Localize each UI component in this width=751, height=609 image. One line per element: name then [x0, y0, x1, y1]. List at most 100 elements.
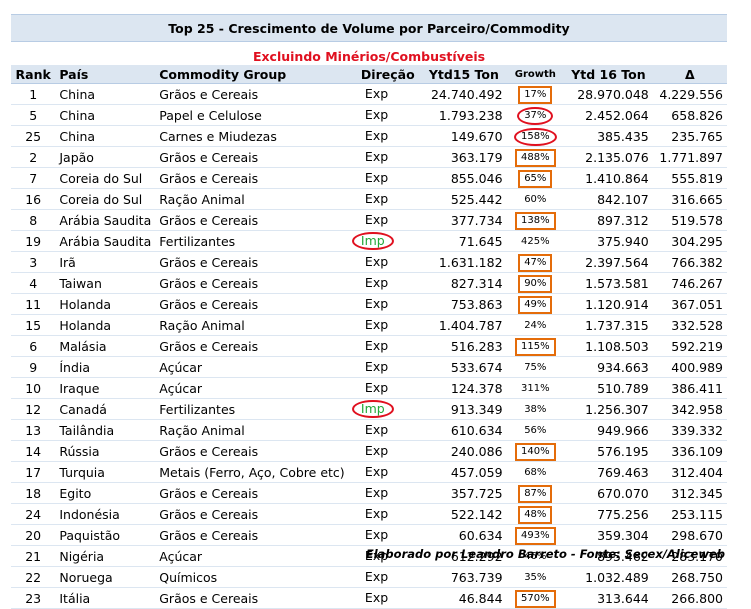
- cell-ytd16: 934.663: [564, 356, 653, 378]
- cell-pais: China: [55, 83, 156, 105]
- cell-growth: 158%: [506, 125, 565, 147]
- cell-rank: 10: [11, 377, 56, 399]
- direcao-value: Exp: [364, 422, 389, 437]
- cell-pais: Itália: [55, 587, 156, 609]
- cell-delta: 367.051: [652, 293, 727, 315]
- cell-rank: 11: [11, 293, 56, 315]
- cell-rank: 13: [11, 419, 56, 441]
- cell-rank: 21: [11, 545, 56, 567]
- growth-value: 425%: [521, 236, 550, 247]
- cell-delta: 316.665: [652, 188, 727, 210]
- direcao-value: Exp: [364, 569, 389, 584]
- cell-ytd16: 1.256.307: [564, 398, 653, 420]
- cell-pais: Egito: [55, 482, 156, 504]
- cell-commodity: Papel e Celulose: [155, 104, 357, 126]
- cell-growth: 37%: [506, 104, 565, 126]
- cell-pais: Rússia: [55, 440, 156, 462]
- cell-pais: China: [55, 125, 156, 147]
- cell-ytd15: 522.142: [421, 503, 507, 525]
- cell-rank: 19: [11, 230, 56, 252]
- cell-ytd15: 1.631.182: [421, 251, 507, 273]
- cell-ytd16: 359.304: [564, 524, 653, 546]
- cell-delta: 519.578: [652, 209, 727, 231]
- cell-rank: 9: [11, 356, 56, 378]
- cell-rank: 4: [11, 272, 56, 294]
- header-pais: País: [55, 65, 156, 84]
- cell-ytd15: 124.378: [421, 377, 507, 399]
- direcao-value: Exp: [364, 254, 389, 269]
- table-row: 13 Tailândia Ração Animal Exp 610.634 56% 949.…: [11, 419, 727, 441]
- cell-pais: Japão: [55, 146, 156, 168]
- cell-delta: 400.989: [652, 356, 727, 378]
- direcao-value: Exp: [364, 443, 389, 458]
- table-row: 9 Índia Açúcar Exp 533.674 75% 934.663 400.989: [11, 356, 727, 378]
- cell-direcao: Exp: [356, 188, 422, 210]
- cell-commodity: Grãos e Cereais: [155, 167, 357, 189]
- cell-direcao: Exp: [356, 314, 422, 336]
- cell-pais: Irã: [55, 251, 156, 273]
- header-commodity: Commodity Group: [155, 65, 357, 84]
- table-row: 2 Japão Grãos e Cereais Exp 363.179 488% 2.135…: [11, 146, 727, 168]
- table-row: 15 Holanda Ração Animal Exp 1.404.787 24% 1.73…: [11, 314, 727, 336]
- direcao-value: Exp: [364, 338, 389, 353]
- direcao-value: Exp: [364, 590, 389, 605]
- cell-ytd15: 357.725: [421, 482, 507, 504]
- cell-growth: 65%: [506, 167, 565, 189]
- cell-commodity: Fertilizantes: [155, 398, 357, 420]
- cell-growth: 17%: [506, 83, 565, 105]
- cell-ytd15: 1.793.238: [421, 104, 507, 126]
- cell-commodity: Grãos e Cereais: [155, 209, 357, 231]
- cell-delta: 555.819: [652, 167, 727, 189]
- cell-delta: 766.382: [652, 251, 727, 273]
- cell-growth: 24%: [506, 314, 565, 336]
- cell-delta: 592.219: [652, 335, 727, 357]
- table-row: 8 Arábia Saudita Grãos e Cereais Exp 377.734…: [11, 209, 727, 231]
- direcao-value: Exp: [364, 548, 389, 563]
- report-subtitle: Excluindo Minérios/Combustíveis: [252, 49, 486, 64]
- table-row: 1 China Grãos e Cereais Exp 24.740.492 17% 28.…: [11, 83, 727, 105]
- cell-delta: 312.345: [652, 482, 727, 504]
- cell-ytd16: 28.970.048: [564, 83, 653, 105]
- cell-delta: 658.826: [652, 104, 727, 126]
- cell-commodity: Ração Animal: [155, 188, 357, 210]
- cell-growth: 48%: [506, 503, 565, 525]
- cell-commodity: Fertilizantes: [155, 230, 357, 252]
- cell-growth: 56%: [506, 419, 565, 441]
- table-row: 14 Rússia Grãos e Cereais Exp 240.086 140% 576…: [11, 440, 727, 462]
- direcao-value: Exp: [364, 191, 389, 206]
- cell-ytd15: 610.634: [421, 419, 507, 441]
- cell-direcao: Exp: [356, 272, 422, 294]
- cell-growth: 115%: [506, 335, 565, 357]
- cell-pais: China: [55, 104, 156, 126]
- growth-value: 49%: [518, 296, 553, 314]
- cell-pais: Taiwan: [55, 272, 156, 294]
- cell-commodity: Açúcar: [155, 545, 357, 567]
- growth-value: 24%: [524, 320, 547, 331]
- header-direcao: Direção: [356, 65, 422, 84]
- cell-growth: 35%: [506, 566, 565, 588]
- cell-ytd15: 763.739: [421, 566, 507, 588]
- table-row: 17 Turquia Metais (Ferro, Aço, Cobre etc) E…: [11, 461, 727, 483]
- cell-direcao: Exp: [356, 566, 422, 588]
- cell-ytd15: 60.634: [421, 524, 507, 546]
- cell-ytd16: 1.573.581: [564, 272, 653, 294]
- table-row: 5 China Papel e Celulose Exp 1.793.238 37% 2.4…: [11, 104, 727, 126]
- cell-ytd16: 576.195: [564, 440, 653, 462]
- cell-pais: Canadá: [55, 398, 156, 420]
- cell-ytd16: 775.256: [564, 503, 653, 525]
- cell-rank: 6: [11, 335, 56, 357]
- direcao-value: Exp: [364, 107, 389, 122]
- growth-value: 90%: [518, 275, 553, 293]
- cell-pais: Indonésia: [55, 503, 156, 525]
- cell-growth: 49%: [506, 293, 565, 315]
- cell-commodity: Açúcar: [155, 377, 357, 399]
- cell-delta: 339.332: [652, 419, 727, 441]
- table-row: 23 Itália Grãos e Cereais Exp 46.844 570% 313.…: [11, 587, 727, 609]
- growth-table: Rank País Commodity Group Direção Ytd15 …: [11, 65, 727, 609]
- cell-growth: 87%: [506, 482, 565, 504]
- growth-value: 138%: [515, 212, 556, 230]
- direcao-value: Exp: [364, 170, 389, 185]
- cell-commodity: Ração Animal: [155, 314, 357, 336]
- cell-rank: 2: [11, 146, 56, 168]
- table-row: 3 Irã Grãos e Cereais Exp 1.631.182 47% 2.397.…: [11, 251, 727, 273]
